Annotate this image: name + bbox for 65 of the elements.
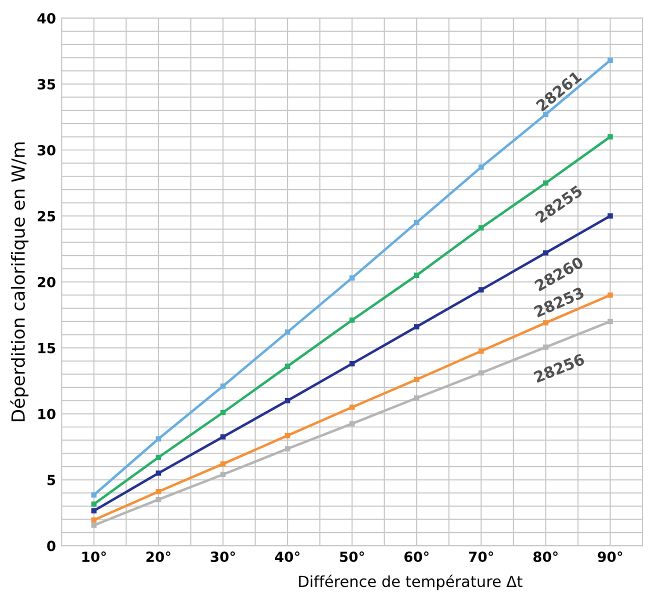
x-tick-label: 10°: [82, 551, 106, 562]
y-tick-label: 40: [37, 13, 56, 24]
point: [608, 318, 613, 324]
x-tick-label: 30°: [210, 551, 235, 562]
y-tick-label: 0: [47, 540, 56, 552]
point: [608, 58, 613, 63]
point: [91, 517, 97, 523]
point: [220, 461, 226, 467]
point: [608, 134, 613, 140]
y-tick-label: 35: [38, 79, 56, 90]
x-tick-label: 80°: [533, 551, 558, 562]
y-tick-label: 30: [38, 144, 56, 156]
point: [478, 348, 484, 354]
point: [349, 318, 355, 323]
point: [91, 522, 97, 528]
x-tick-label: 60°: [404, 551, 429, 562]
x-tick-label: 70°: [468, 551, 494, 562]
point: [543, 344, 548, 350]
point: [478, 164, 484, 170]
x-tick-label: 20°: [146, 551, 170, 562]
point: [414, 324, 420, 330]
point: [220, 410, 226, 416]
point: [284, 446, 290, 452]
y-tick-label: 25: [38, 210, 56, 222]
point: [284, 432, 290, 438]
x-axis-title: Différence de température Δt: [299, 574, 522, 590]
y-tick-label: 20: [38, 276, 56, 288]
x-tick-label: 50°: [340, 551, 364, 562]
point: [349, 421, 355, 426]
point: [478, 287, 484, 292]
point: [478, 370, 484, 376]
point: [349, 275, 355, 281]
point: [156, 496, 162, 502]
point: [284, 364, 290, 369]
x-tick-label: 90°: [598, 551, 622, 562]
point: [284, 398, 290, 404]
point: [543, 320, 548, 326]
point: [543, 180, 548, 186]
y-tick-label: 5: [48, 474, 56, 486]
point: [156, 454, 162, 460]
y-tick-label: 15: [38, 343, 56, 354]
point: [220, 434, 226, 440]
point: [91, 492, 97, 498]
point: [349, 404, 355, 410]
x-tick-label: 40°: [275, 551, 300, 562]
point: [414, 395, 420, 401]
point: [608, 213, 613, 219]
point: [543, 250, 548, 256]
point: [414, 376, 420, 382]
point: [220, 472, 226, 478]
point: [414, 272, 420, 278]
point: [349, 361, 355, 366]
point: [156, 436, 162, 442]
point: [414, 220, 420, 226]
point: [543, 112, 548, 118]
y-axis-title: Déperdition calorifique en W/m: [10, 142, 28, 422]
point: [156, 488, 162, 494]
point: [156, 470, 162, 476]
point: [478, 225, 484, 230]
point: [220, 383, 226, 389]
point: [284, 329, 290, 335]
point: [608, 292, 613, 298]
y-tick-label: 10: [38, 408, 56, 420]
point: [91, 508, 97, 514]
point: [91, 502, 97, 507]
